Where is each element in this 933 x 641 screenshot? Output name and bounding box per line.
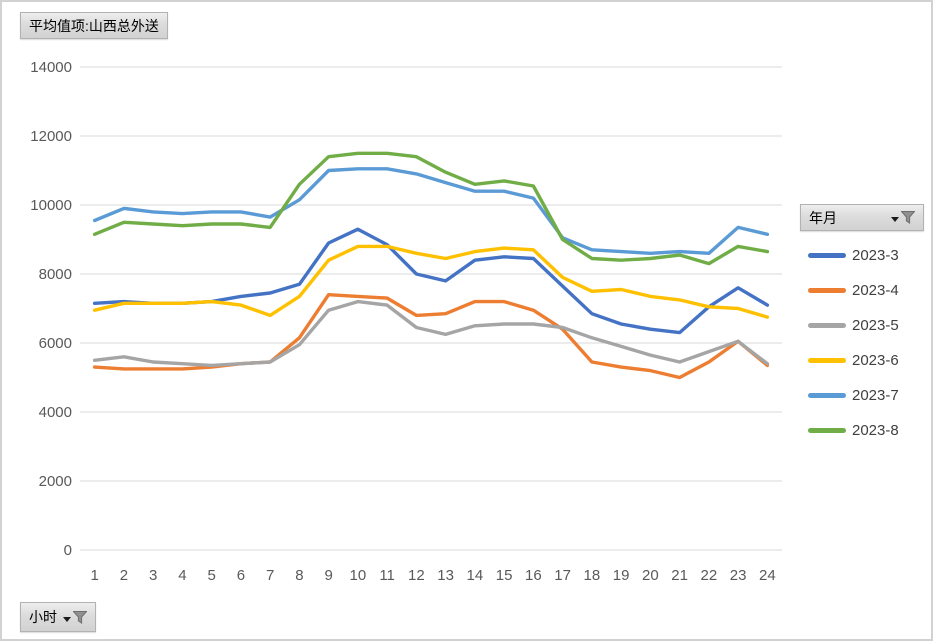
x-axis-tick-label: 12: [408, 567, 425, 584]
legend-item-2023-7[interactable]: 2023-7: [808, 378, 931, 413]
chevron-down-icon: [63, 616, 71, 622]
legend-item-2023-6[interactable]: 2023-6: [808, 343, 931, 378]
series-line-2023-7[interactable]: [92, 167, 770, 256]
legend-label: 2023-6: [852, 352, 899, 369]
legend-label: 2023-5: [852, 317, 899, 334]
chart-legend: 2023-3 2023-4 2023-5 2023-6 2023-7 2023-8: [808, 238, 931, 448]
x-axis-tick-label: 24: [759, 567, 776, 584]
legend-swatch: [808, 393, 846, 398]
legend-swatch: [808, 358, 846, 363]
y-axis-tick-label: 12000: [30, 128, 72, 145]
filter-funnel-icon: [901, 211, 915, 224]
legend-field-label: 年月: [809, 209, 837, 226]
x-axis-tick-label: 2: [120, 567, 128, 584]
series-line-2023-3[interactable]: [92, 227, 770, 335]
y-axis-tick-label: 8000: [39, 266, 72, 283]
x-axis-tick-label: 17: [554, 567, 571, 584]
y-axis-tick-label: 6000: [39, 335, 72, 352]
series-line-2023-8[interactable]: [92, 151, 770, 266]
x-axis-tick-label: 18: [584, 567, 601, 584]
values-field-button[interactable]: 平均值项:山西总外送: [20, 12, 168, 39]
legend-swatch: [808, 288, 846, 293]
x-axis-tick-label: 8: [295, 567, 303, 584]
legend-swatch: [808, 323, 846, 328]
values-field-label: 平均值项:山西总外送: [29, 17, 159, 34]
x-axis-tick-label: 14: [467, 567, 484, 584]
legend-item-2023-5[interactable]: 2023-5: [808, 308, 931, 343]
legend-swatch: [808, 253, 846, 258]
legend-item-2023-8[interactable]: 2023-8: [808, 413, 931, 448]
x-axis-tick-label: 13: [437, 567, 454, 584]
x-axis-tick-label: 7: [266, 567, 274, 584]
x-axis-tick-label: 16: [525, 567, 542, 584]
x-axis-tick-label: 9: [324, 567, 332, 584]
filter-funnel-icon: [73, 610, 87, 624]
legend-label: 2023-8: [852, 422, 899, 439]
axis-field-button[interactable]: 小时: [20, 602, 96, 632]
series-line-2023-4[interactable]: [92, 293, 770, 380]
y-axis-tick-label: 0: [64, 542, 72, 559]
legend-item-2023-4[interactable]: 2023-4: [808, 273, 931, 308]
y-axis-tick-label: 2000: [39, 473, 72, 490]
x-axis-tick-label: 20: [642, 567, 659, 584]
y-axis-tick-label: 4000: [39, 404, 72, 421]
legend-label: 2023-7: [852, 387, 899, 404]
legend-swatch: [808, 428, 846, 433]
x-axis-tick-label: 23: [730, 567, 747, 584]
axis-field-label: 小时: [29, 609, 57, 625]
x-axis-tick-label: 10: [350, 567, 367, 584]
chevron-down-icon: [891, 217, 899, 222]
series-line-2023-6[interactable]: [92, 244, 770, 319]
x-axis-tick-label: 15: [496, 567, 513, 584]
x-axis-tick-label: 4: [178, 567, 186, 584]
legend-item-2023-3[interactable]: 2023-3: [808, 238, 931, 273]
legend-field-button[interactable]: 年月: [800, 204, 924, 231]
x-axis-tick-label: 1: [90, 567, 98, 584]
series-line-2023-5[interactable]: [92, 299, 770, 368]
x-axis-tick-label: 5: [207, 567, 215, 584]
y-axis-tick-label: 10000: [30, 197, 72, 214]
x-axis-tick-label: 11: [379, 567, 395, 584]
x-axis-tick-label: 3: [149, 567, 157, 584]
x-axis-tick-label: 22: [701, 567, 718, 584]
x-axis-tick-label: 21: [671, 567, 688, 584]
legend-label: 2023-3: [852, 247, 899, 264]
x-axis-tick-label: 6: [237, 567, 245, 584]
y-axis-tick-label: 14000: [30, 59, 72, 76]
legend-label: 2023-4: [852, 282, 899, 299]
x-axis-tick-label: 19: [613, 567, 630, 584]
